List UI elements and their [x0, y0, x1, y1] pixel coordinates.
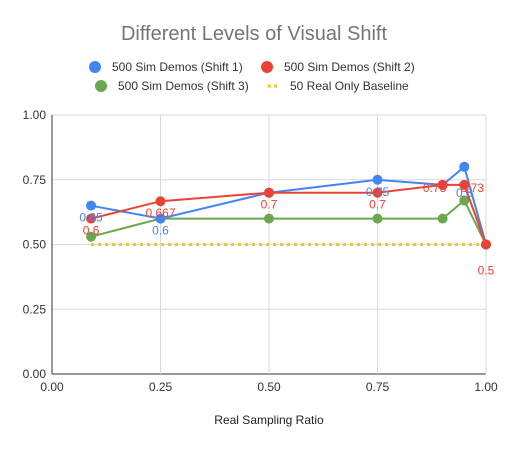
- data-point: [86, 231, 97, 242]
- data-label: 0.6: [83, 224, 100, 238]
- legend-swatch: [261, 61, 273, 73]
- data-point: [437, 179, 448, 190]
- x-tick-label: 1.00: [474, 380, 498, 394]
- x-tick-label: 0.00: [40, 380, 64, 394]
- data-point: [155, 213, 166, 224]
- legend-label: 50 Real Only Baseline: [290, 79, 409, 93]
- axis-ticks: 0.00 0.25 0.50 0.75 1.00 0.00 0.25 0.50 0.75 1.00: [23, 108, 498, 394]
- y-tick-label: 0.00: [23, 367, 47, 381]
- data-label: 0.8: [456, 186, 473, 200]
- x-axis-title: Real Sampling Ratio: [214, 413, 324, 427]
- data-point: [372, 187, 383, 198]
- data-point: [86, 200, 97, 211]
- data-label: 0.65: [79, 211, 103, 225]
- data-label: 0.7: [261, 198, 278, 212]
- y-tick-label: 1.00: [23, 108, 47, 122]
- data-label: 0.7: [369, 198, 386, 212]
- data-point: [372, 174, 383, 185]
- data-label: 0.5: [478, 264, 495, 278]
- data-point: [437, 213, 448, 224]
- data-point: [264, 213, 274, 224]
- data-label: 0.6: [152, 224, 169, 238]
- x-tick-label: 0.25: [149, 380, 173, 394]
- y-tick-label: 0.75: [23, 173, 47, 187]
- x-tick-label: 0.50: [257, 380, 281, 394]
- series-layer: [86, 161, 491, 250]
- x-tick-label: 0.75: [366, 380, 390, 394]
- data-label: 0.73: [461, 181, 485, 195]
- data-point: [459, 161, 470, 172]
- y-tick-label: 0.50: [23, 238, 47, 252]
- data-point: [155, 196, 166, 207]
- data-point: [372, 213, 383, 224]
- legend-label: 500 Sim Demos (Shift 1): [112, 60, 243, 74]
- legend: 500 Sim Demos (Shift 1) 500 Sim Demos (Sh…: [89, 60, 415, 93]
- y-tick-label: 0.25: [23, 302, 47, 316]
- data-point: [459, 179, 470, 190]
- chart-title: Different Levels of Visual Shift: [121, 23, 388, 45]
- data-label: 0.75: [366, 185, 390, 199]
- data-point: [264, 187, 274, 198]
- data-point: [86, 213, 97, 224]
- legend-swatch: [95, 80, 107, 92]
- legend-label: 500 Sim Demos (Shift 2): [284, 60, 415, 74]
- data-point: [481, 239, 491, 250]
- legend-swatch: [89, 61, 101, 73]
- data-label: 0.73: [423, 181, 447, 195]
- data-label: 0.667: [145, 206, 175, 220]
- data-point: [459, 195, 470, 206]
- legend-label: 500 Sim Demos (Shift 3): [118, 79, 249, 93]
